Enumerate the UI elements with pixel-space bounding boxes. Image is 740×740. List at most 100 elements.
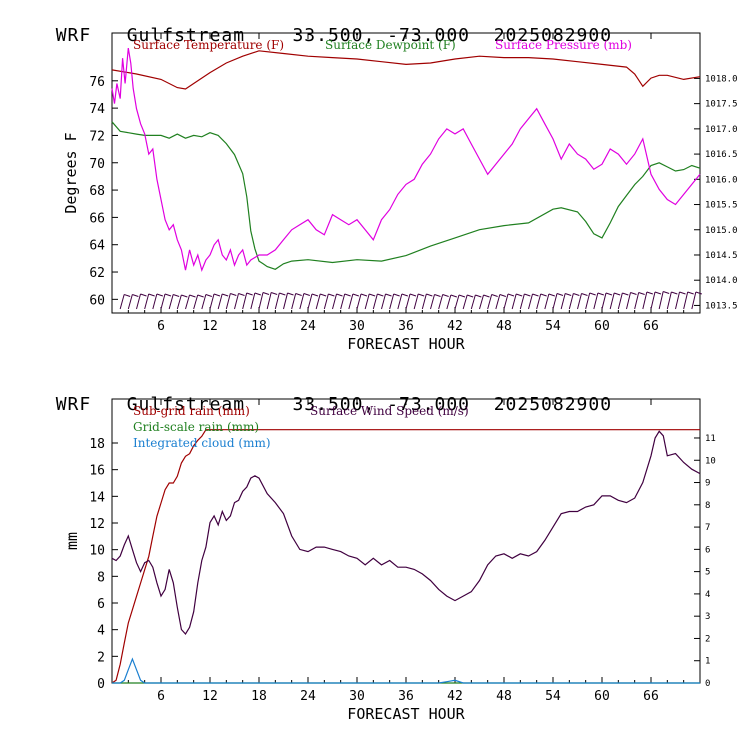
top-wind-barb-flag [295, 293, 302, 296]
bottom-y2-tick-label: 2 [705, 634, 710, 644]
top-wind-barb-flag [671, 291, 678, 295]
bottom-series-line-3 [111, 430, 701, 635]
top-wind-barb-flag [393, 293, 400, 297]
top-wind-barb-staff [152, 293, 158, 310]
top-wind-barb-flag [222, 293, 229, 297]
top-x-tick-label: 66 [643, 319, 659, 334]
top-wind-barb-staff [519, 293, 525, 310]
top-wind-barb-staff [332, 293, 337, 310]
top-series-line-0 [111, 50, 701, 90]
top-wind-barb-staff [348, 293, 354, 310]
top-y2-tick-label: 1018.0 [705, 74, 738, 84]
top-wind-barb-staff [462, 294, 468, 310]
bottom-series-line-0 [111, 429, 700, 684]
top-x-tick-label: 18 [251, 319, 267, 334]
top-wind-barb-staff [266, 292, 272, 310]
top-wind-barb-staff [127, 294, 133, 310]
top-wind-barb-staff [356, 293, 362, 310]
top-wind-barb-staff [568, 293, 574, 310]
top-wind-barb-flag [303, 293, 310, 296]
bottom-y2-tick-label: 1 [705, 657, 710, 667]
top-wind-barb-flag [140, 293, 147, 297]
bottom-x-tick-label: 48 [496, 689, 512, 704]
top-wind-barb-staff [217, 293, 223, 310]
top-wind-barb-staff [642, 291, 648, 310]
top-wind-barb-flag [614, 292, 621, 296]
top-wind-barb-flag [475, 294, 482, 298]
top-wind-barb-staff [185, 294, 190, 310]
bottom-x-axis-label: FORECAST HOUR [347, 705, 465, 723]
top-y2-tick-label: 1015.0 [705, 226, 738, 236]
top-wind-barb-flag [377, 293, 384, 297]
top-wind-barb-staff [168, 294, 174, 310]
top-wind-barb-staff [577, 293, 582, 310]
top-wind-barb-flag [622, 292, 629, 296]
bottom-x-tick-label: 60 [594, 689, 610, 704]
bottom-y-tick-label: 16 [89, 464, 105, 479]
top-wind-barb-flag [238, 293, 245, 296]
top-wind-barb-staff [307, 293, 313, 310]
top-wind-barb-staff [470, 294, 476, 310]
bottom-y-tick-label: 2 [97, 650, 105, 665]
top-wind-barb-staff [274, 292, 280, 310]
top-wind-barb-staff [250, 292, 256, 310]
top-wind-barb-staff [430, 294, 435, 310]
bottom-x-tick-label: 30 [349, 689, 365, 704]
top-wind-barb-staff [413, 293, 419, 310]
top-wind-barb-staff [560, 293, 566, 310]
top-wind-barb-flag [450, 294, 457, 298]
bottom-y-tick-label: 0 [97, 677, 105, 692]
bottom-y2-tick-label: 3 [705, 612, 710, 622]
top-wind-barb-flag [654, 291, 662, 295]
top-wind-barb-flag [385, 293, 392, 297]
top-wind-barb-flag [491, 294, 498, 297]
top-wind-barb-flag [605, 292, 613, 296]
top-y2-tick-label: 1017.5 [705, 100, 738, 110]
top-wind-barb-flag [254, 292, 261, 296]
top-wind-barb-flag [581, 293, 588, 296]
top-wind-barb-flag [507, 293, 515, 297]
top-wind-barb-flag [597, 292, 604, 296]
top-chart-title: WRF Gulfstream 33.500, -73.000 202508290… [32, 4, 612, 46]
top-wind-barb-staff [691, 291, 697, 310]
top-wind-barb-flag [344, 293, 351, 297]
top-wind-barb-flag [695, 291, 702, 295]
bottom-y2-tick-label: 4 [705, 590, 710, 600]
bottom-y-axis-label: mm [63, 532, 81, 550]
top-wind-barb-staff [503, 293, 509, 310]
top-wind-barb-staff [593, 292, 599, 310]
top-y-axis-label: Degrees F [62, 132, 80, 213]
top-wind-barb-flag [434, 294, 441, 297]
top-x-tick-label: 30 [349, 319, 365, 334]
bottom-x-tick-label: 12 [202, 689, 218, 704]
top-wind-barb-flag [565, 293, 572, 296]
top-wind-barb-staff [528, 293, 533, 310]
top-wind-barb-staff [323, 293, 329, 310]
top-title-coords: 33.500, -73.000 [292, 25, 471, 46]
top-y-tick-label: 72 [89, 129, 105, 144]
top-wind-barb-staff [675, 291, 680, 310]
top-x-tick-label: 12 [202, 319, 218, 334]
top-wind-barb-staff [405, 293, 411, 310]
top-y2-tick-label: 1016.0 [705, 175, 738, 185]
top-wind-barb-flag [124, 294, 131, 297]
bottom-series-line-2 [112, 657, 700, 684]
top-wind-barb-flag [132, 294, 139, 297]
top-wind-barb-flag [148, 293, 155, 297]
top-y-tick-label: 60 [89, 293, 105, 308]
bottom-y2-tick-label: 0 [705, 679, 710, 689]
top-wind-barb-flag [328, 293, 335, 297]
top-wind-barb-staff [536, 293, 542, 310]
top-plot-frame [111, 32, 701, 314]
top-y-tick-label: 66 [89, 211, 105, 226]
bottom-title-model: WRF [55, 394, 92, 415]
top-wind-barb-staff [315, 293, 321, 310]
top-legend-entry-2: Surface Pressure (mb) [495, 38, 632, 52]
top-wind-barb-staff [372, 293, 378, 310]
top-wind-barb-flag [279, 292, 286, 296]
top-wind-barb-flag [630, 292, 637, 295]
top-wind-barb-staff [617, 292, 623, 310]
top-wind-barb-staff [299, 293, 305, 310]
top-wind-barb-staff [421, 293, 427, 310]
top-wind-barb-flag [246, 292, 253, 296]
